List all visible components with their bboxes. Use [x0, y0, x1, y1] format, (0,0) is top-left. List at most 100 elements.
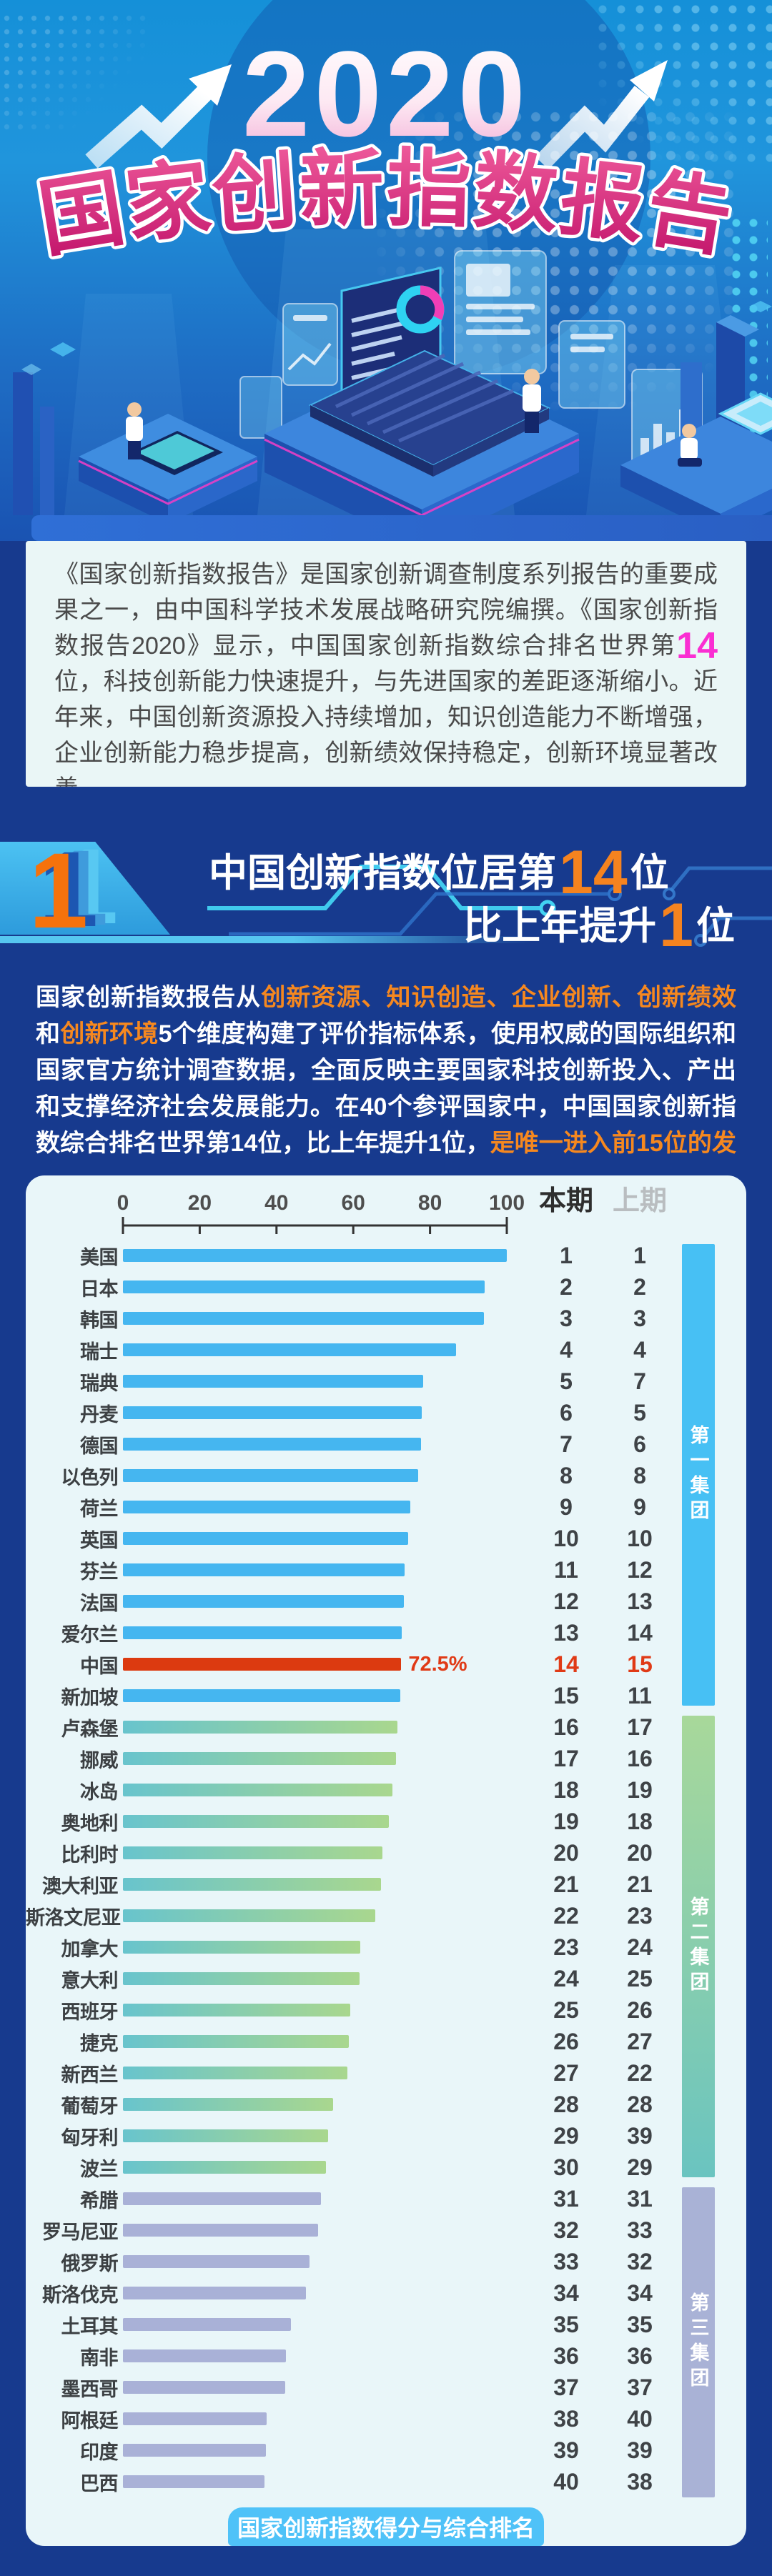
score-bar [123, 1815, 390, 1828]
score-bar-cell [123, 2255, 523, 2268]
score-bar [123, 2004, 351, 2016]
rank-previous: 26 [627, 1996, 653, 2023]
hero-base-bar [31, 515, 772, 541]
score-bar [123, 1972, 360, 1985]
axis-tick-label: 0 [117, 1191, 129, 1215]
text-segment: 中国创新指数位居第 [209, 852, 556, 895]
x-axis: 0 20 40 60 80 100 [117, 1185, 525, 1240]
text-segment: 14 [676, 625, 718, 667]
hero-year-banner: 2020 [85, 26, 668, 170]
rank-current: 14 [553, 1651, 579, 1677]
rank-current: 3 [560, 1305, 573, 1331]
score-bar [123, 2161, 326, 2174]
circuit-decoration [207, 865, 772, 947]
score-bar [123, 1752, 397, 1765]
rank-previous: 29 [627, 2154, 653, 2180]
chart-title-pill: 国家创新指数得分与综合排名 [228, 2507, 544, 2546]
score-bar-cell [123, 2098, 523, 2111]
score-bar [123, 1689, 400, 1702]
hero-title: 国家创新指数报告 [29, 139, 741, 271]
rank-current: 25 [553, 1996, 579, 2023]
score-bar-cell [123, 2067, 523, 2079]
rank-previous: 38 [627, 2468, 653, 2495]
country-label: 瑞典 [80, 1372, 119, 1394]
group-band-label: 第一集团 [687, 1425, 709, 1525]
country-label: 阿根廷 [61, 2410, 119, 2432]
score-bar-cell [123, 1280, 523, 1293]
rank-current: 1 [560, 1242, 573, 1268]
rank-current: 32 [553, 2217, 579, 2243]
country-label: 葡萄牙 [61, 2095, 119, 2117]
score-bar [123, 2192, 321, 2205]
ranking-chart: 美国 1 1 日本 2 2 韩国 3 3 瑞士 4 4 瑞典 5 7 丹麦 6 5 德国 7 6 以色列 8 8 荷兰 9 9 英国 1… [26, 1240, 746, 2497]
country-label: 芬兰 [80, 1561, 119, 1583]
rank-current: 13 [553, 1619, 579, 1646]
country-label: 英国 [80, 1529, 119, 1551]
country-label: 希腊 [80, 2189, 119, 2212]
score-bar [123, 2381, 285, 2394]
rank-previous: 5 [633, 1399, 646, 1426]
text-segment: 比上年提升 [463, 905, 657, 948]
country-label: 土耳其 [61, 2315, 119, 2337]
score-bar-cell [123, 1438, 523, 1451]
rank-current: 5 [560, 1368, 573, 1394]
rank-current: 17 [553, 1745, 579, 1771]
group-band-label: 第三集团 [687, 2292, 709, 2392]
score-bar [123, 1941, 360, 1954]
score-bar-cell [123, 2287, 523, 2299]
chart-card: 0 20 40 60 80 100 本期 上期 美国 1 1 日本 2 2 韩国 3 3 瑞士 4 4 瑞典 5 7 丹… [26, 1175, 746, 2546]
text-segment: 位 [696, 905, 735, 948]
rank-current: 16 [553, 1714, 579, 1740]
chart-title-text: 国家创新指数得分与综合排名 [237, 2515, 535, 2541]
rank-previous: 6 [633, 1431, 646, 1457]
group-band-label: 第二集团 [687, 1896, 709, 1996]
score-bar-cell [123, 1406, 523, 1419]
chart-header: 0 20 40 60 80 100 本期 上期 [26, 1185, 746, 1240]
hero-illustration [13, 229, 772, 515]
axis-tick-label: 60 [342, 1191, 365, 1215]
score-bar [123, 1878, 382, 1891]
country-label: 南非 [80, 2347, 119, 2369]
rank-previous: 16 [627, 1745, 653, 1771]
country-label: 德国 [80, 1435, 119, 1457]
hero-header: 2020 国家创新指数报告 [0, 0, 772, 541]
score-bar-cell [123, 1846, 523, 1859]
hero-year: 2020 [242, 26, 530, 162]
rank-previous: 28 [627, 2091, 653, 2117]
score-bar-cell [123, 2444, 523, 2457]
rank-current: 29 [553, 2122, 579, 2149]
rank-current: 37 [553, 2374, 579, 2400]
rank-previous: 13 [627, 1588, 653, 1614]
section1-title-line2: 比上年提升1位 [0, 895, 772, 956]
china-score-label: 72.5% [408, 1652, 467, 1676]
rank-previous: 12 [627, 1556, 653, 1583]
country-label: 新加坡 [61, 1686, 119, 1709]
rank-current: 22 [553, 1902, 579, 1929]
rank-previous: 3 [633, 1305, 646, 1331]
group-band: 第三集团 [682, 2187, 715, 2497]
score-bar [123, 1375, 424, 1388]
text-segment: 14 [559, 838, 628, 907]
score-bar-cell [123, 2161, 523, 2174]
country-label: 卢森堡 [61, 1718, 119, 1740]
score-bar-cell [123, 1595, 523, 1608]
up-arrow-left-icon [85, 64, 232, 169]
country-label: 斯洛文尼亚 [26, 1906, 121, 1929]
rank-previous: 33 [627, 2217, 653, 2243]
rank-previous: 22 [627, 2059, 653, 2086]
rank-current: 23 [553, 1934, 579, 1960]
score-bar-cell [123, 1941, 523, 1954]
rank-current: 36 [553, 2342, 579, 2369]
country-label: 瑞士 [80, 1341, 119, 1363]
country-label: 罗马尼亚 [42, 2221, 119, 2243]
country-label: 巴西 [80, 2472, 119, 2495]
score-bar [123, 2475, 265, 2488]
country-label: 丹麦 [80, 1403, 119, 1426]
country-label: 挪威 [80, 1749, 119, 1771]
rank-current: 33 [553, 2248, 579, 2274]
text-segment: 国家创新指数报告从 [36, 984, 262, 1011]
rank-current: 6 [560, 1399, 573, 1426]
rank-previous: 25 [627, 1965, 653, 1991]
score-bar-cell [123, 1343, 523, 1356]
score-bar-cell [123, 1249, 523, 1262]
